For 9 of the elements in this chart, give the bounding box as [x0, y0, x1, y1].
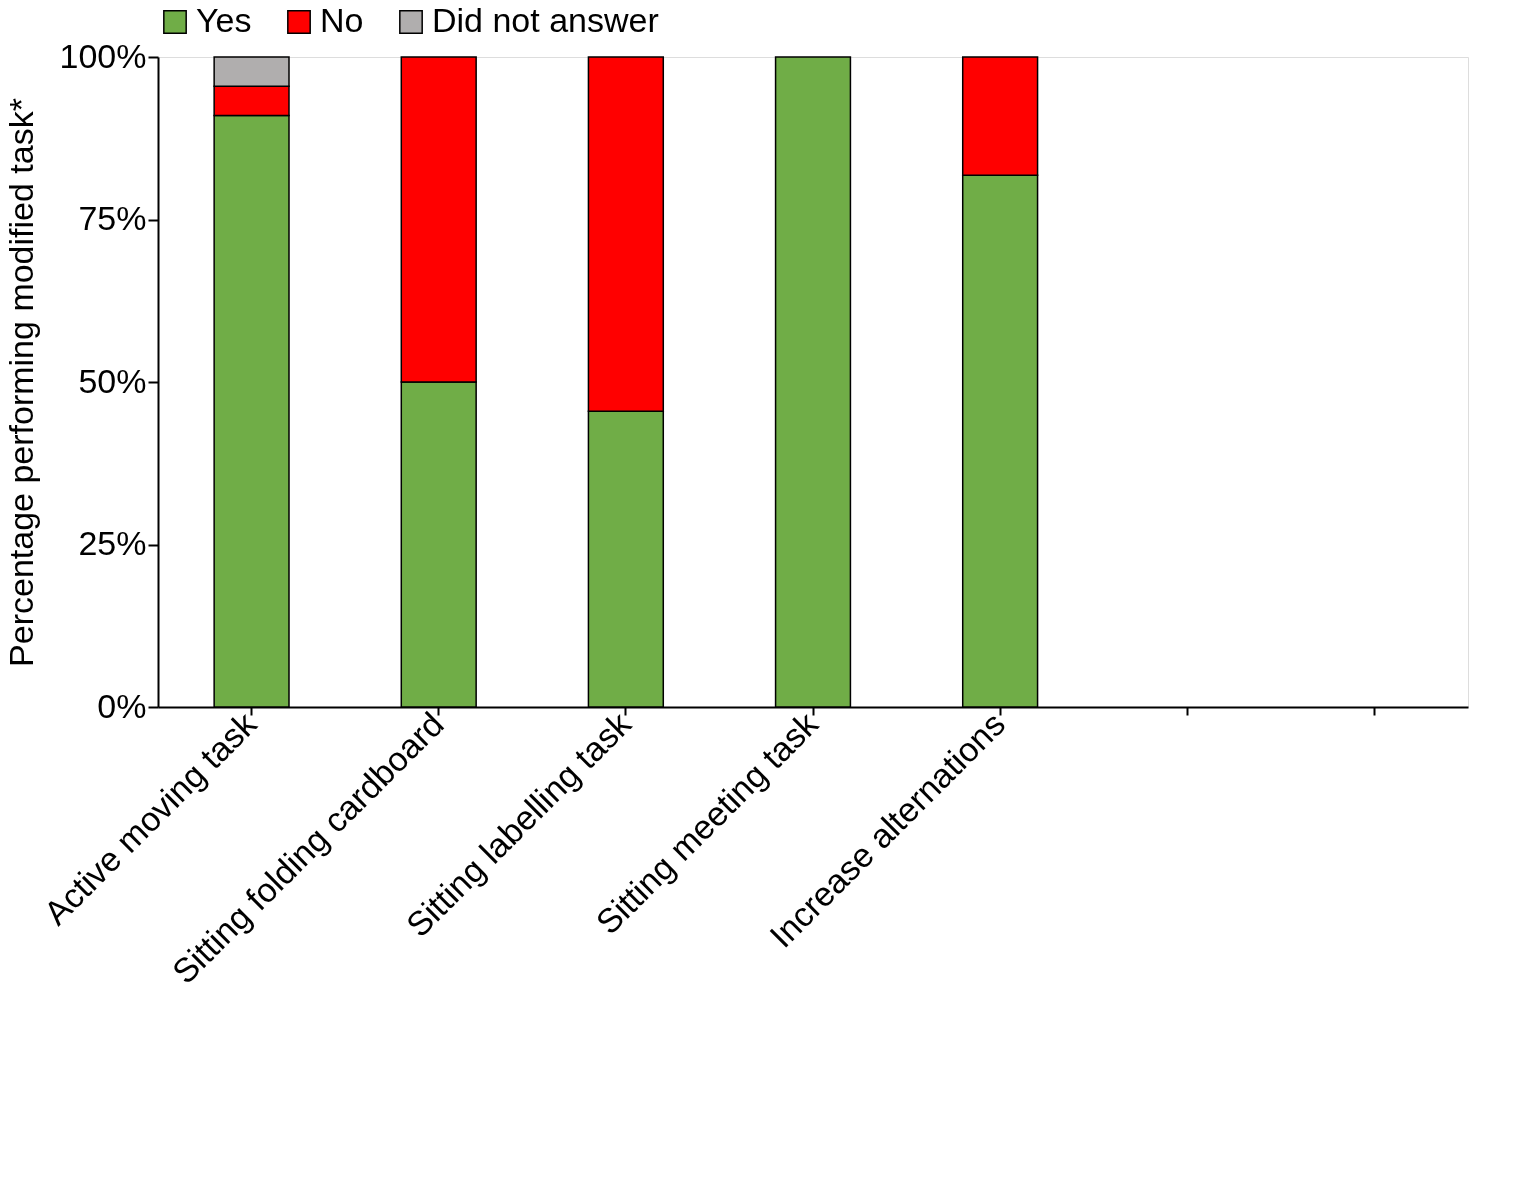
y-tick-label: 100%: [59, 36, 147, 75]
legend-label: Yes: [196, 1, 252, 39]
legend-label: Did not answer: [432, 1, 659, 39]
y-tick-label: 0%: [97, 686, 147, 725]
y-tick-label: 75%: [78, 199, 147, 237]
legend-label: No: [320, 1, 364, 39]
y-tick-label: 25%: [78, 524, 147, 562]
y-tick-label: 50%: [78, 361, 147, 400]
y-axis-title: Percentage performing modified task*: [1, 98, 40, 667]
